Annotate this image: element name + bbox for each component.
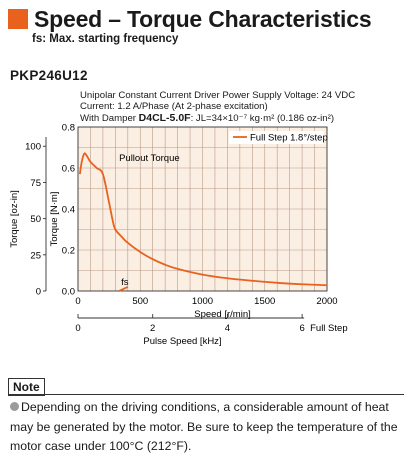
legend-label: Full Step 1.8°/step	[250, 133, 328, 144]
x-tick-label: 500	[132, 296, 148, 307]
title-row: Speed – Torque Characteristics	[8, 4, 372, 34]
speed-torque-chart: 0.0 0.2 0.4 0.6 0.8 0 25 50 75 100 Torque [oz-in] T…	[9, 123, 348, 348]
pulse-tick-label: 2	[150, 323, 155, 334]
fs-marker-line	[118, 286, 129, 292]
pulse-axis-end-label: Full Step	[310, 323, 348, 334]
y-axis-label-nm: Torque [N·m]	[49, 192, 60, 247]
y-tick-label-nm: 0.4	[62, 205, 75, 216]
note-body: Depending on the driving conditions, a c…	[10, 400, 398, 453]
y-tick-label-oz-in: 25	[30, 250, 41, 261]
condition-line-3: With Damper D4CL-5.0F: JL=34×10⁻⁷ kg·m² …	[80, 112, 334, 124]
bullet-icon	[10, 402, 19, 411]
y-axis-label-oz-in: Torque [oz-in]	[9, 190, 20, 248]
condition-line-2: Current: 1.2 A/Phase (At 2-phase excitat…	[80, 101, 268, 112]
x-tick-label: 0	[75, 296, 80, 307]
y-tick-label-nm: 0.8	[62, 123, 75, 134]
y-tick-label-nm: 0.2	[62, 246, 75, 257]
y-tick-label-oz-in: 75	[30, 178, 41, 189]
condition-line-1: Unipolar Constant Current Driver Power S…	[80, 90, 356, 101]
title-marker	[8, 9, 28, 29]
plot-frame	[77, 126, 328, 292]
pulse-tick-label: 4	[225, 323, 230, 334]
damper-model: D4CL-5.0F	[138, 112, 191, 124]
legend-background	[229, 131, 324, 144]
series-line-full-step	[78, 152, 328, 287]
y-tick-label-oz-in: 100	[25, 142, 41, 153]
note-divider	[8, 394, 404, 395]
x-tick-label: 2000	[316, 296, 337, 307]
page-subtitle: fs: Max. starting frequency	[32, 33, 179, 45]
y-tick-label-nm: 0.0	[62, 287, 75, 298]
fs-annotation: fs	[121, 277, 129, 288]
condition-line-3-suffix: : JL=34×10⁻⁷ kg·m² (0.186 oz-in²)	[190, 113, 335, 124]
condition-line-3-prefix: With Damper	[80, 113, 139, 124]
note-label: Note	[8, 378, 45, 396]
pulse-tick-label: 6	[299, 323, 304, 334]
pullout-torque-annotation: Pullout Torque	[119, 153, 180, 164]
pulse-tick-label: 0	[75, 323, 80, 334]
pulse-axis-label: Pulse Speed [kHz]	[143, 336, 221, 347]
x-tick-label: 1000	[192, 296, 213, 307]
model-number: PKP246U12	[10, 68, 88, 83]
y-tick-label-oz-in: 50	[30, 214, 41, 225]
note-text: Depending on the driving conditions, a c…	[10, 398, 405, 457]
x-tick-label: 1500	[254, 296, 275, 307]
page-title: Speed – Torque Characteristics	[34, 5, 372, 32]
y-tick-label-nm: 0.6	[62, 164, 75, 175]
x-axis-label: Speed [r/min]	[194, 309, 251, 320]
y-tick-label-oz-in: 0	[36, 287, 41, 298]
